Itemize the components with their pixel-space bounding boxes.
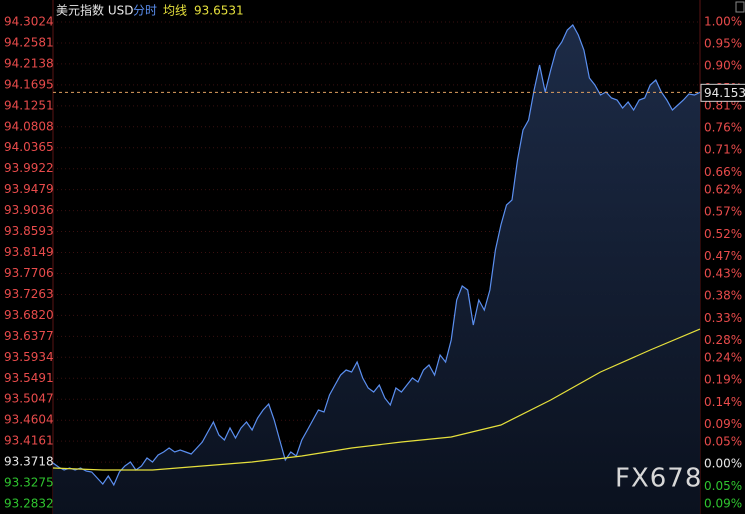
y-tick-label: 93.7263 [4, 287, 54, 301]
y2-tick-label: 0.81% [704, 99, 742, 113]
y2-tick-label: 0.09% [704, 417, 742, 431]
y2-tick-label: 0.57% [704, 205, 742, 219]
y-tick-label: 93.5934 [4, 350, 54, 364]
y-tick-label: 93.4161 [4, 434, 54, 448]
corner-icon [735, 1, 745, 13]
y2-tick-label: 0.05% [704, 435, 742, 449]
y2-tick-label: 0.24% [704, 351, 742, 365]
y2-tick-label: 0.66% [704, 165, 742, 179]
plot: 1.00%0.95%0.90%0.85%0.81%0.76%0.71%0.66%… [4, 15, 745, 514]
chart-title: 美元指数 USD [56, 3, 133, 18]
y2-tick-label: 0.43% [704, 267, 742, 281]
area [53, 25, 700, 514]
y2-tick-label: 0.95% [704, 37, 742, 51]
y-tick-label: 93.3718 [4, 455, 54, 469]
y2-tick-label: 0.05% [704, 479, 742, 493]
y-tick-label: 93.3275 [4, 476, 54, 490]
y2-tick-label: 0.71% [704, 143, 742, 157]
y-tick-label: 93.7706 [4, 266, 54, 280]
y-tick-label: 93.6820 [4, 308, 54, 322]
y2-tick-label: 0.33% [704, 311, 742, 325]
y-tick-label: 93.4604 [4, 413, 54, 427]
y-tick-label: 94.1251 [4, 98, 54, 112]
y2-tick-label: 0.90% [704, 59, 742, 73]
y-tick-label: 93.9922 [4, 161, 54, 175]
y2-tick-label: 0.62% [704, 183, 742, 197]
watermark: FX678 [615, 464, 702, 494]
y2-tick-label: 0.14% [704, 395, 742, 409]
y2-tick-label: 0.76% [704, 121, 742, 135]
y-tick-label: 94.3024 [4, 15, 54, 29]
y-tick-label: 93.9036 [4, 203, 54, 217]
legend-entry: 分时 [133, 4, 157, 18]
y2-tick-label: 0.19% [704, 373, 742, 387]
ma-value: 93.6531 [194, 4, 244, 18]
y2-tick-label: 0.52% [704, 227, 742, 241]
price-line [52, 24, 701, 487]
y-tick-label: 93.5491 [4, 371, 54, 385]
y-tick-label: 94.1695 [4, 77, 54, 91]
y2-tick-label: 0.00% [704, 457, 742, 471]
legend-entry: 均线 [163, 4, 187, 18]
y2-tick-label: 0.28% [704, 333, 742, 347]
y-tick-label: 93.2832 [4, 497, 54, 511]
last-price-label: 94.1537 [704, 86, 745, 100]
y-tick-label: 93.8593 [4, 224, 54, 238]
y2-tick-label: 0.09% [704, 497, 742, 511]
y2-tick-label: 1.00% [704, 15, 742, 29]
y-tick-label: 93.6377 [4, 329, 54, 343]
y2-tick-label: 0.38% [704, 289, 742, 303]
y-tick-label: 94.0365 [4, 140, 54, 154]
last-price-box [700, 83, 745, 102]
y2-tick-label: 0.47% [704, 249, 742, 263]
y-tick-label: 94.2138 [4, 56, 54, 70]
y-tick-label: 93.5047 [4, 392, 54, 406]
y-tick-label: 93.8149 [4, 245, 54, 259]
y-tick-label: 94.2581 [4, 35, 54, 49]
y-tick-label: 94.0808 [4, 119, 54, 133]
average-line [52, 328, 701, 471]
y-tick-label: 93.9479 [4, 182, 54, 196]
